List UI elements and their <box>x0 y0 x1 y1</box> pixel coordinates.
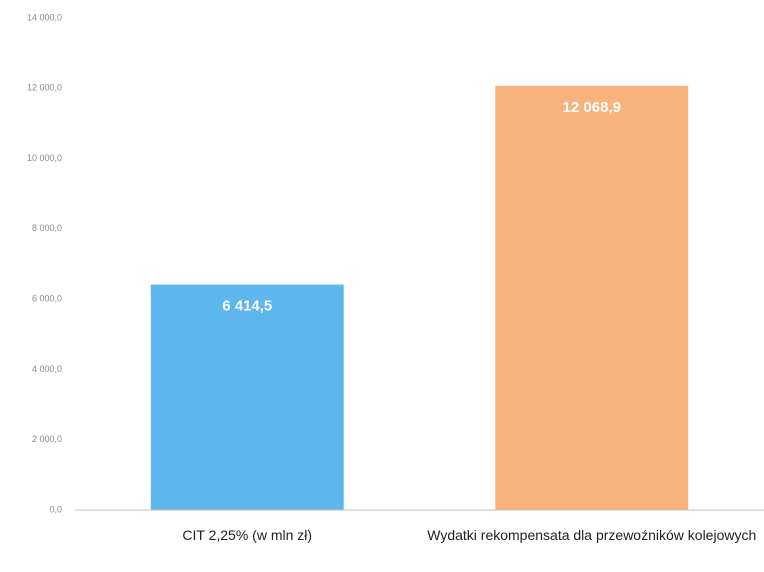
x-tick-label: CIT 2,25% (w mln zł) <box>182 527 313 543</box>
x-tick-label: Wydatki rekompensata dla przewoźników ko… <box>427 527 757 543</box>
value-label: 12 068,9 <box>563 99 621 116</box>
y-tick-label: 0,0 <box>49 504 62 514</box>
bar <box>495 85 689 510</box>
y-tick-label: 6 000,0 <box>32 294 62 304</box>
y-tick-label: 2 000,0 <box>32 434 62 444</box>
y-tick-label: 14 000,0 <box>27 12 62 22</box>
y-tick-label: 4 000,0 <box>32 364 62 374</box>
y-tick-label: 8 000,0 <box>32 223 62 233</box>
y-tick-label: 12 000,0 <box>27 83 62 93</box>
value-label: 6 414,5 <box>222 298 272 315</box>
y-tick-label: 10 000,0 <box>27 153 62 163</box>
bar <box>150 284 344 510</box>
